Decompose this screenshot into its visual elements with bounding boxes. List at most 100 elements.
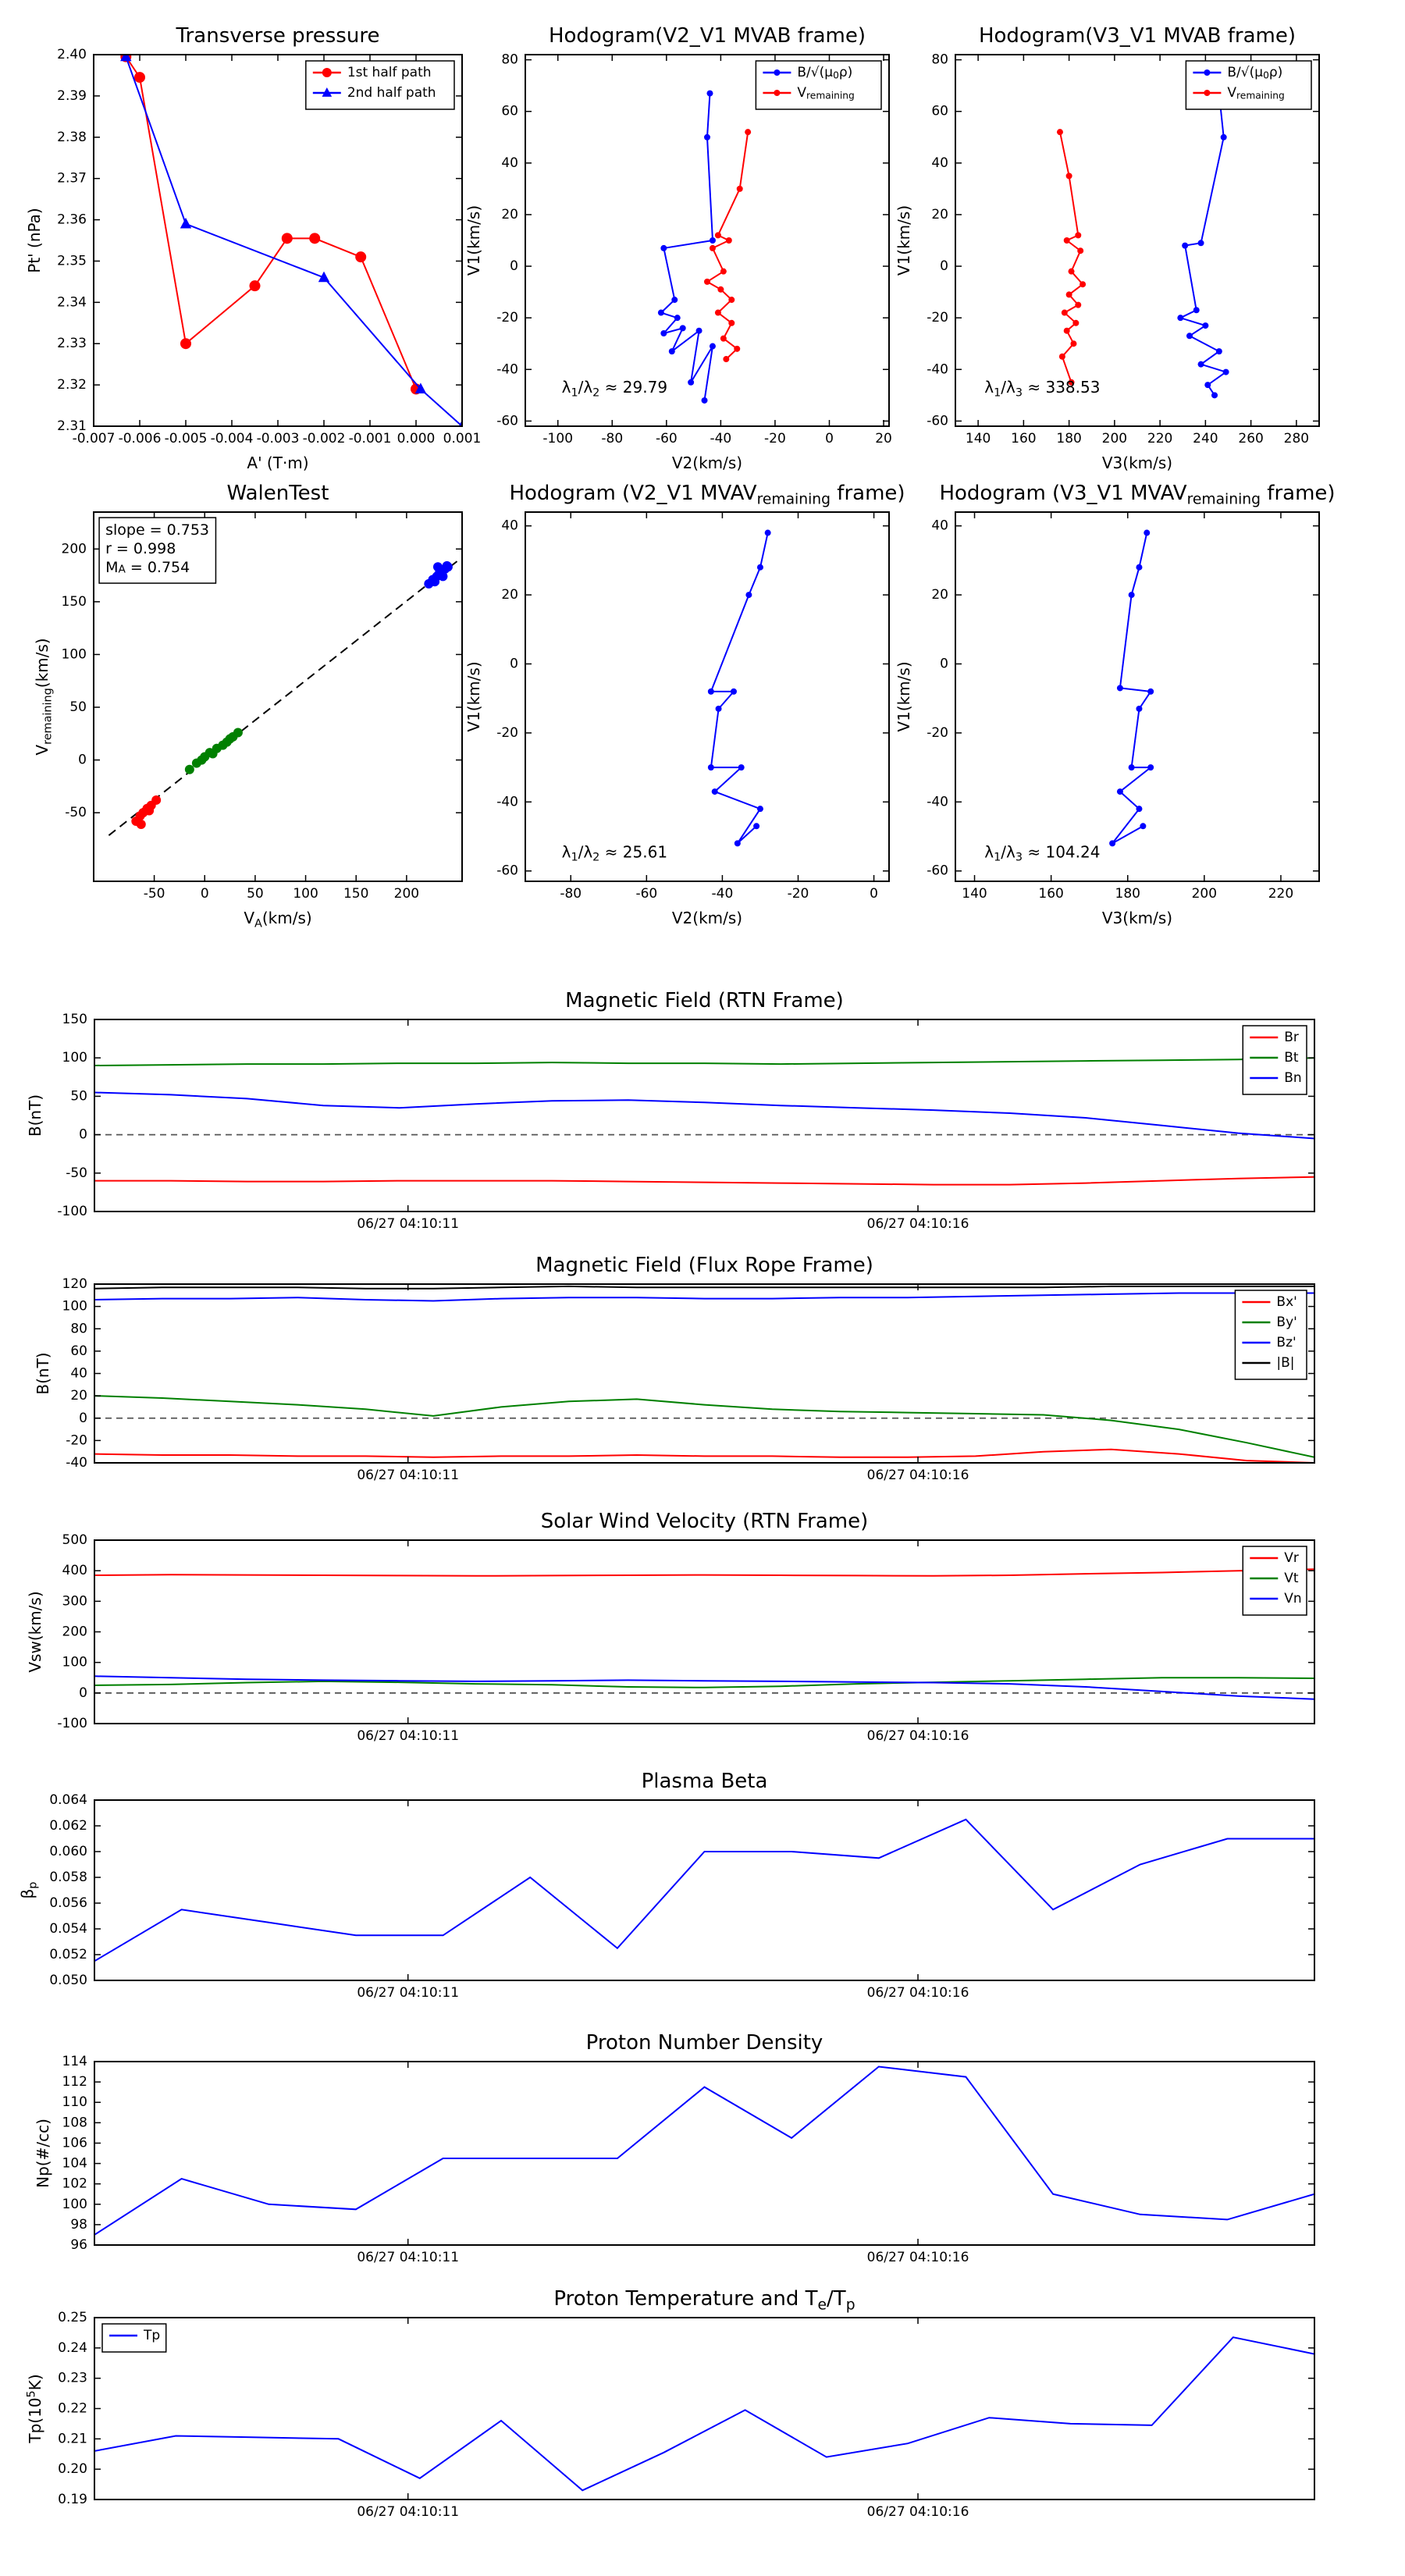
walen-test-ylabel: Vremaining(km/s) (33, 638, 54, 755)
svg-text:260: 260 (1238, 431, 1263, 447)
svg-text:-0.004: -0.004 (211, 431, 254, 447)
hodogram-v3v1-mvab-annotation-0: λ1/λ3 ≈ 338.53 (984, 378, 1100, 399)
svg-text:2nd half path: 2nd half path (347, 85, 436, 101)
proton-density-series-Np (94, 2065, 1314, 2236)
svg-text:Vr: Vr (1284, 1550, 1299, 1566)
hodogram-v2v1-mvab-ylabel: V1(km/s) (464, 205, 483, 276)
magnetic-fluxrope-series-B-mag (94, 1285, 1314, 1290)
svg-text:Bz': Bz' (1276, 1335, 1296, 1350)
svg-text:100: 100 (62, 2197, 87, 2212)
svg-text:0: 0 (940, 258, 948, 274)
hodogram-v3v1-mvav-ylabel: V1(km/s) (895, 661, 913, 731)
hodogram-v3v1-mvab-legend: B/√(μ0ρ) Vremaining (1185, 60, 1312, 110)
hodogram-v3v1-mvab-title: Hodogram(V3_V1 MVAB frame) (979, 24, 1296, 48)
svg-text:0.21: 0.21 (58, 2431, 87, 2446)
svg-text:40: 40 (70, 1366, 87, 1382)
hodogram-v2v1-mvab-title: Hodogram(V2_V1 MVAB frame) (549, 24, 866, 48)
svg-text:06/27 04:10:11: 06/27 04:10:11 (357, 2504, 459, 2520)
svg-text:-0.002: -0.002 (303, 431, 346, 447)
hodogram-v2v1-mvav-annotation-0: λ1/λ2 ≈ 25.61 (562, 842, 667, 863)
svg-text:0: 0 (79, 1685, 87, 1701)
magnetic-fluxrope-legend: Bx' By' Bz' |B| (1234, 1290, 1307, 1380)
hodogram-v2v1-mvav-title: Hodogram (V2_V1 MVAVremaining frame) (509, 482, 905, 508)
transverse-pressure-svg: -0.007 -0.006 -0.005 -0.004 -0.003 -0.002 -0.0… (25, 24, 481, 472)
svg-text:60: 60 (70, 1343, 87, 1359)
proton-temp-series-Tp (94, 2336, 1314, 2492)
svg-text:B/√(μ0ρ): B/√(μ0ρ) (797, 65, 852, 80)
svg-text:By': By' (1276, 1315, 1297, 1330)
svg-text:0.052: 0.052 (49, 1947, 87, 1962)
svg-text:500: 500 (62, 1532, 87, 1548)
svg-text:-60: -60 (927, 863, 948, 879)
svg-text:40: 40 (931, 518, 948, 534)
svg-text:160: 160 (1038, 886, 1063, 902)
magnetic-fluxrope-plot-area (94, 1285, 1314, 1463)
svg-text:180: 180 (1056, 431, 1081, 447)
transverse-pressure-xlabel: A' (T·m) (247, 454, 308, 472)
transverse-pressure-ylabel: Pt' (nPa) (25, 208, 44, 272)
svg-text:20: 20 (931, 587, 948, 603)
svg-text:-20: -20 (496, 725, 518, 741)
svg-text:Tp: Tp (143, 2328, 160, 2343)
svg-text:0: 0 (510, 258, 518, 274)
svg-text:0.050: 0.050 (49, 1973, 87, 1988)
svg-text:112: 112 (62, 2074, 87, 2090)
svg-text:150: 150 (343, 886, 368, 902)
svg-text:-60: -60 (496, 863, 518, 879)
proton-density-plot-area (94, 2065, 1314, 2236)
solarwind-rtn-title: Solar Wind Velocity (RTN Frame) (541, 1510, 868, 1533)
svg-text:-40: -40 (496, 794, 518, 809)
svg-text:100: 100 (62, 1299, 87, 1315)
walen-test-svg: -50 0 50 100 150 200 -50 0 50 100 150 200 WalenTest V… (33, 482, 463, 930)
svg-text:-80: -80 (601, 431, 623, 447)
svg-text:60: 60 (501, 104, 518, 119)
svg-text:-40: -40 (66, 1455, 87, 1471)
svg-text:-20: -20 (927, 310, 948, 326)
chart-magnetic-rtn: 06/27 04:10:11 06/27 04:10:16 -100 -50 0 50 10… (26, 989, 1315, 1232)
magnetic-rtn-title: Magnetic Field (RTN Frame) (565, 989, 844, 1012)
svg-text:Br: Br (1284, 1030, 1299, 1045)
proton-density-svg: 06/27 04:10:11 06/27 04:10:16 96 98 100 102 10… (34, 2031, 1315, 2265)
proton-temp-legend: Tp (101, 2323, 167, 2353)
svg-text:0.23: 0.23 (58, 2371, 87, 2386)
svg-text:2.33: 2.33 (57, 336, 87, 351)
magnetic-fluxrope-title: Magnetic Field (Flux Rope Frame) (535, 1254, 873, 1277)
plasma-beta-svg: 06/27 04:10:11 06/27 04:10:16 0.050 0.052 0.… (18, 1770, 1315, 2001)
svg-text:150: 150 (62, 594, 87, 610)
svg-text:-40: -40 (712, 886, 734, 902)
svg-text:0.000: 0.000 (397, 431, 436, 447)
chart-transverse-pressure: -0.007 -0.006 -0.005 -0.004 -0.003 -0.002 -0.0… (25, 24, 481, 472)
svg-text:-60: -60 (635, 886, 657, 902)
svg-text:MA = 0.754: MA = 0.754 (105, 559, 190, 576)
svg-text:96: 96 (70, 2237, 87, 2253)
svg-text:Bn: Bn (1284, 1070, 1301, 1086)
svg-text:0.22: 0.22 (58, 2401, 87, 2417)
hodogram-v2v1-mvav-xlabel: V2(km/s) (672, 909, 742, 927)
svg-text:104: 104 (62, 2156, 87, 2172)
svg-text:06/27 04:10:16: 06/27 04:10:16 (867, 1985, 969, 2001)
svg-text:150: 150 (62, 1012, 87, 1027)
svg-text:06/27 04:10:16: 06/27 04:10:16 (867, 2504, 969, 2520)
solarwind-rtn-svg: 06/27 04:10:11 06/27 04:10:16 -100 0 100 200 3… (26, 1510, 1315, 1744)
svg-text:2.32: 2.32 (57, 377, 87, 393)
svg-text:06/27 04:10:11: 06/27 04:10:11 (357, 1728, 459, 1744)
svg-text:280: 280 (1284, 431, 1309, 447)
hodogram-v2v1-mvav-ylabel: V1(km/s) (464, 661, 483, 731)
svg-text:-60: -60 (927, 413, 948, 429)
svg-text:-60: -60 (656, 431, 678, 447)
hodogram-v2v1-mvab-xlabel: V2(km/s) (672, 454, 742, 472)
hodogram-v2v1-mvab-series-B-alfven (659, 93, 714, 401)
svg-text:1st half path: 1st half path (347, 65, 432, 80)
svg-text:06/27 04:10:16: 06/27 04:10:16 (867, 1468, 969, 1483)
hodogram-v2v1-mvab-annotation-0: λ1/λ2 ≈ 29.79 (562, 378, 667, 399)
svg-text:-20: -20 (764, 431, 786, 447)
svg-text:-100: -100 (542, 431, 573, 447)
magnetic-rtn-svg: 06/27 04:10:11 06/27 04:10:16 -100 -50 0 50 10… (26, 989, 1315, 1232)
svg-text:400: 400 (62, 1563, 87, 1578)
svg-text:-20: -20 (496, 310, 518, 326)
svg-text:-0.003: -0.003 (257, 431, 300, 447)
chart-proton-temp: 06/27 04:10:11 06/27 04:10:16 0.19 0.20 0.21… (25, 2287, 1315, 2520)
svg-text:80: 80 (501, 52, 518, 68)
